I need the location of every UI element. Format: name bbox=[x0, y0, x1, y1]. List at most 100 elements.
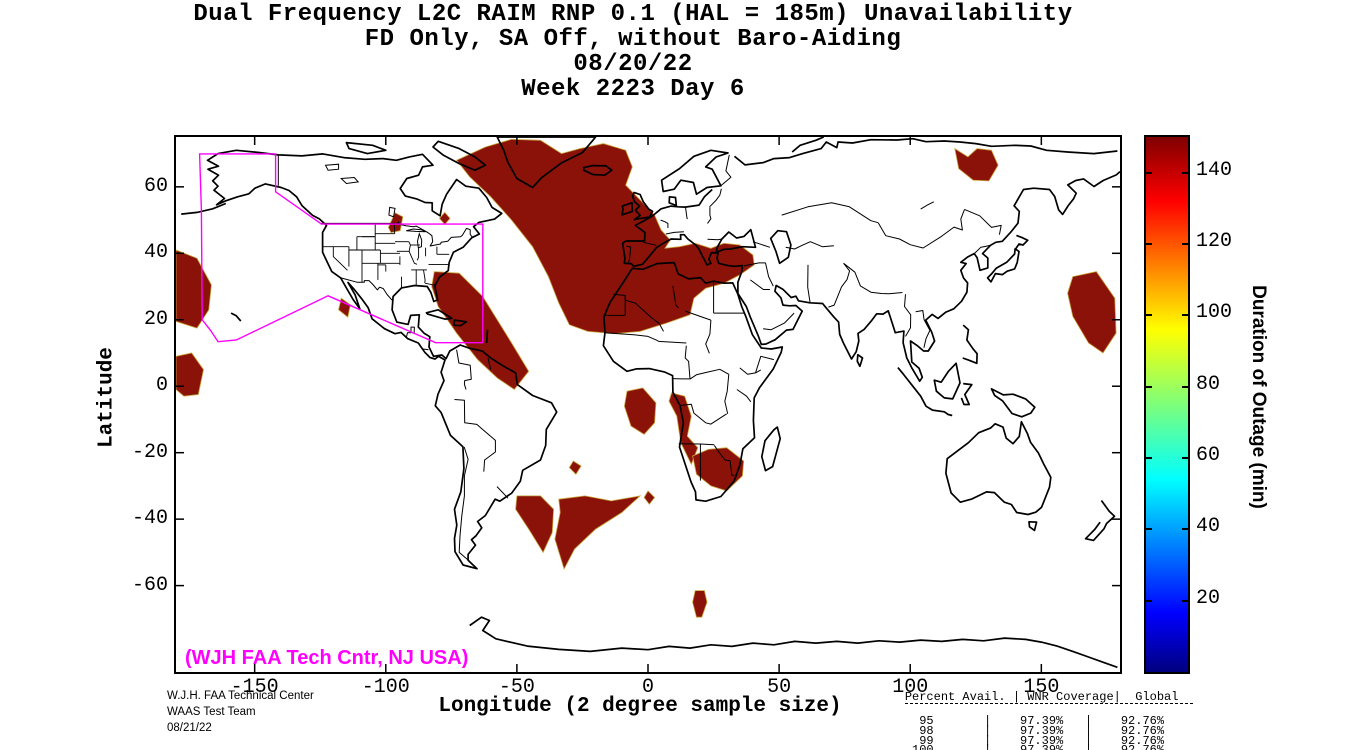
great-lakes bbox=[416, 232, 423, 249]
victoria-island bbox=[345, 141, 387, 155]
asia-borders bbox=[752, 241, 771, 248]
outage-region-west-pacific bbox=[1067, 271, 1117, 354]
africa-borders bbox=[685, 310, 712, 321]
asia-borders bbox=[765, 262, 774, 287]
colorbar-tick-label: 40 bbox=[1196, 515, 1221, 539]
asia-borders bbox=[828, 262, 851, 308]
colorbar-tick-mark bbox=[1146, 599, 1152, 602]
africa-borders bbox=[729, 460, 735, 476]
outage-region-baja-blob bbox=[338, 297, 351, 318]
central-america-borders bbox=[422, 348, 429, 351]
antarctica bbox=[469, 616, 1118, 669]
plot-title-block: Dual Frequency L2C RAIM RNP 0.1 (HAL = 1… bbox=[0, 2, 1266, 102]
outage-region-south-atlantic-east bbox=[554, 495, 642, 571]
africa bbox=[602, 261, 784, 503]
colorbar-tick-mark bbox=[1146, 314, 1152, 317]
colorbar-tick-mark bbox=[1146, 385, 1152, 388]
credit-line-3: 08/21/22 bbox=[167, 722, 212, 734]
outage-region-pacific-left-north bbox=[176, 249, 212, 329]
africa-borders bbox=[724, 374, 730, 414]
great-lakes bbox=[406, 228, 426, 233]
outage-region-siberia-north bbox=[954, 147, 999, 182]
borneo bbox=[933, 362, 961, 400]
outage-region-caribbean bbox=[431, 271, 530, 391]
japan bbox=[986, 234, 1029, 283]
europe-borders bbox=[685, 207, 688, 220]
outage-region-pacific-left-south bbox=[176, 352, 204, 397]
world-map-svg bbox=[176, 137, 1120, 672]
asia-borders bbox=[743, 262, 766, 267]
europe-borders bbox=[707, 238, 722, 241]
scandinavia bbox=[660, 149, 729, 196]
africa-borders bbox=[755, 355, 775, 374]
europe-borders bbox=[665, 231, 684, 235]
us-mexico-border bbox=[340, 277, 393, 301]
madagascar bbox=[760, 426, 782, 472]
south-america-borders bbox=[496, 486, 509, 499]
europe-borders bbox=[643, 241, 657, 246]
africa-borders bbox=[672, 285, 679, 309]
colorbar-tick-label: 140 bbox=[1196, 158, 1233, 182]
x-tick-label: 0 bbox=[641, 676, 654, 699]
lesser-antilles bbox=[485, 329, 489, 344]
y-tick-label: 40 bbox=[143, 241, 168, 265]
colorbar-tick-label: 60 bbox=[1196, 444, 1221, 467]
asia-borders bbox=[904, 294, 912, 337]
colorbar-tick-mark bbox=[1182, 171, 1188, 174]
y-tick-label: -40 bbox=[131, 507, 168, 531]
europe-borders bbox=[709, 188, 722, 208]
sri-lanka bbox=[856, 353, 864, 368]
us-states bbox=[332, 246, 348, 271]
colorbar-tick-label: 80 bbox=[1196, 372, 1221, 396]
colorbar-tick-mark bbox=[1182, 457, 1188, 459]
cuba bbox=[425, 308, 453, 320]
us-states bbox=[423, 269, 426, 284]
caspian-sea bbox=[769, 229, 792, 265]
iceland bbox=[582, 164, 613, 177]
south-america-borders bbox=[456, 349, 472, 390]
sulawesi bbox=[960, 382, 973, 406]
asia-borders bbox=[750, 279, 770, 290]
colorbar-axis-label: Duration of Outage (min) bbox=[1248, 285, 1269, 509]
europe-borders bbox=[707, 207, 712, 224]
south-america-borders bbox=[454, 399, 496, 472]
britain bbox=[631, 191, 654, 221]
europe-borders bbox=[660, 219, 669, 228]
canada-lakes bbox=[324, 163, 340, 171]
outage-region-southern-ocean-oval bbox=[692, 590, 708, 618]
asia-borders bbox=[785, 241, 834, 250]
colorbar-tick-mark bbox=[1146, 528, 1152, 531]
outage-region-gulf-guinea-west bbox=[623, 387, 657, 435]
hawaii bbox=[230, 312, 242, 322]
australia bbox=[945, 420, 1052, 516]
us-states bbox=[416, 247, 420, 261]
canada-lakes bbox=[388, 206, 396, 218]
africa-borders bbox=[672, 368, 730, 380]
asia-borders bbox=[915, 310, 931, 348]
us-canada-border bbox=[320, 221, 473, 247]
africa-borders bbox=[736, 389, 752, 403]
us-states bbox=[425, 282, 436, 286]
south-america-borders bbox=[487, 357, 492, 370]
colorbar-tick-mark bbox=[1182, 528, 1188, 531]
asia-borders bbox=[877, 209, 965, 249]
colorbar-tick-mark bbox=[1146, 457, 1152, 459]
y-tick-label: -20 bbox=[131, 440, 168, 464]
waas-service-boundary bbox=[198, 153, 484, 344]
map-plot-area: (WJH FAA Tech Cntr, NJ USA) bbox=[174, 135, 1122, 674]
title-line-2: FD Only, SA Off, without Baro-Aiding bbox=[364, 26, 902, 53]
europe-borders bbox=[721, 154, 732, 186]
africa-borders bbox=[603, 293, 626, 316]
availability-table: Percent Avail. | WNR Coverage| Global 95… bbox=[876, 679, 1193, 750]
colorbar-tick-mark bbox=[1182, 314, 1188, 317]
us-states bbox=[408, 241, 418, 265]
x-tick-label: 100 bbox=[892, 676, 929, 699]
colorbar-tick-label: 20 bbox=[1196, 586, 1221, 610]
colorbar bbox=[1144, 135, 1190, 674]
south-america-borders bbox=[458, 446, 469, 561]
sumatra-java bbox=[897, 367, 953, 417]
x-tick-label: 150 bbox=[1023, 676, 1060, 699]
aleutians bbox=[181, 202, 227, 215]
europe-coast bbox=[621, 170, 1120, 383]
